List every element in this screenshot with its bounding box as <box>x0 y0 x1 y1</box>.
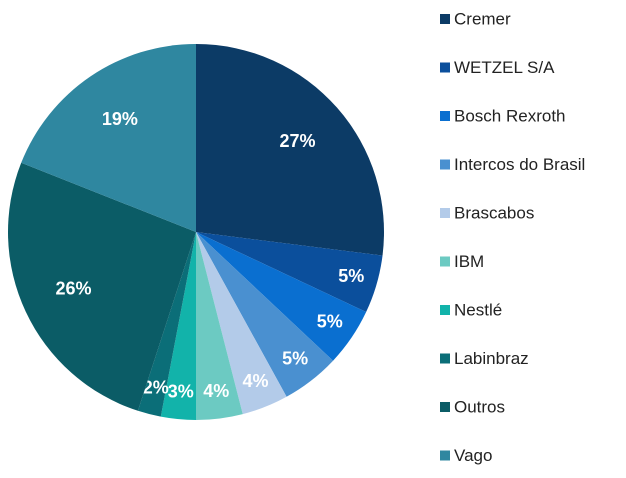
legend-label: WETZEL S/A <box>454 58 555 77</box>
legend-label: Nestlé <box>454 300 502 319</box>
pie-slice <box>196 232 287 415</box>
legend-label: Cremer <box>454 9 511 28</box>
legend-swatch <box>440 450 450 461</box>
legend-swatch <box>440 62 450 73</box>
legend-swatch <box>440 14 450 24</box>
legend-label: Labinbraz <box>454 349 529 368</box>
data-label: 5% <box>338 266 364 286</box>
pie-slice <box>196 232 383 313</box>
pie-slice <box>196 44 385 256</box>
legend-label: IBM <box>454 252 484 271</box>
legend-swatch <box>440 111 450 121</box>
legend-label: Bosch Rexroth <box>454 106 566 125</box>
pie-slice <box>21 44 196 232</box>
pie-slice <box>196 232 243 420</box>
legend-label: Vago <box>454 446 492 465</box>
legend-label: Intercos do Brasil <box>454 155 585 174</box>
legend-label: Outros <box>454 397 505 416</box>
data-label: 19% <box>102 109 138 129</box>
pie-slice <box>137 232 196 417</box>
pie-slice <box>160 232 196 420</box>
legend-label: Brascabos <box>454 203 534 222</box>
legend-swatch <box>440 159 450 170</box>
data-label: 2% <box>143 377 169 397</box>
legend-swatch <box>440 402 450 412</box>
data-label: 5% <box>282 349 308 369</box>
legend-swatch <box>440 208 450 218</box>
pie-slice <box>7 162 197 411</box>
pie-slice <box>196 232 367 361</box>
legend-swatch <box>440 256 450 267</box>
data-label: 4% <box>203 381 229 401</box>
data-label: 5% <box>317 312 343 332</box>
data-label: 26% <box>56 278 92 298</box>
legend-swatch <box>440 353 450 364</box>
legend-swatch <box>440 305 450 315</box>
pie-slice <box>196 232 334 397</box>
data-label: 27% <box>280 131 316 151</box>
data-label: 3% <box>168 382 194 402</box>
data-label: 4% <box>243 371 269 391</box>
